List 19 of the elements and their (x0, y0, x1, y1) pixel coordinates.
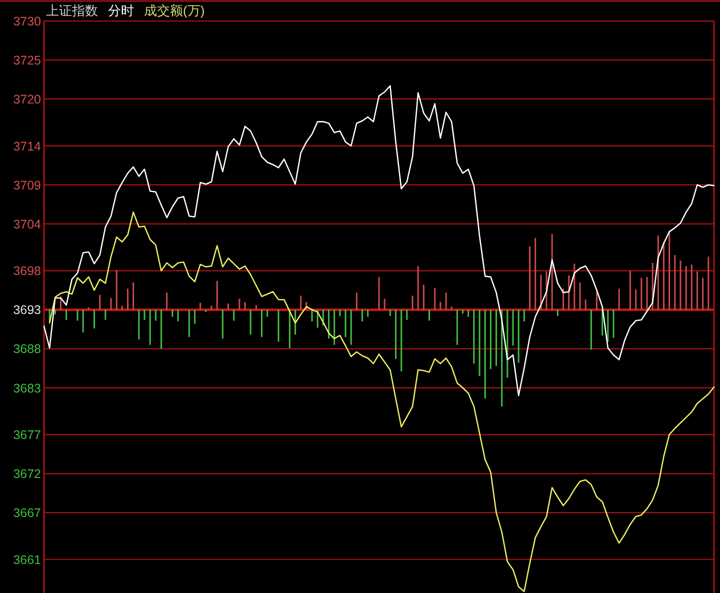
y-tick-label: 3672 (13, 467, 42, 482)
y-tick-label: 3667 (13, 506, 42, 520)
y-tick-label: 3661 (13, 552, 42, 567)
y-tick-label: 3704 (13, 217, 42, 232)
chart-title: 上证指数 (46, 3, 98, 18)
y-tick-label: 3714 (13, 139, 42, 154)
y-tick-label: 3720 (13, 92, 42, 107)
y-tick-label: 3688 (13, 342, 42, 356)
y-tick-label: 3683 (13, 381, 42, 396)
y-tick-label: 3677 (13, 428, 42, 442)
line-series (48, 212, 715, 592)
y-tick-label: 3730 (13, 14, 42, 28)
y-tick-label: 3693 (13, 303, 42, 318)
line-series (43, 85, 715, 396)
text: 成交额(万) (144, 3, 205, 18)
y-tick-label: 3709 (13, 178, 42, 192)
y-tick-label: 3698 (13, 264, 42, 278)
y-tick-label: 3725 (13, 54, 42, 68)
chart-subtitle: 分时 (108, 3, 134, 18)
